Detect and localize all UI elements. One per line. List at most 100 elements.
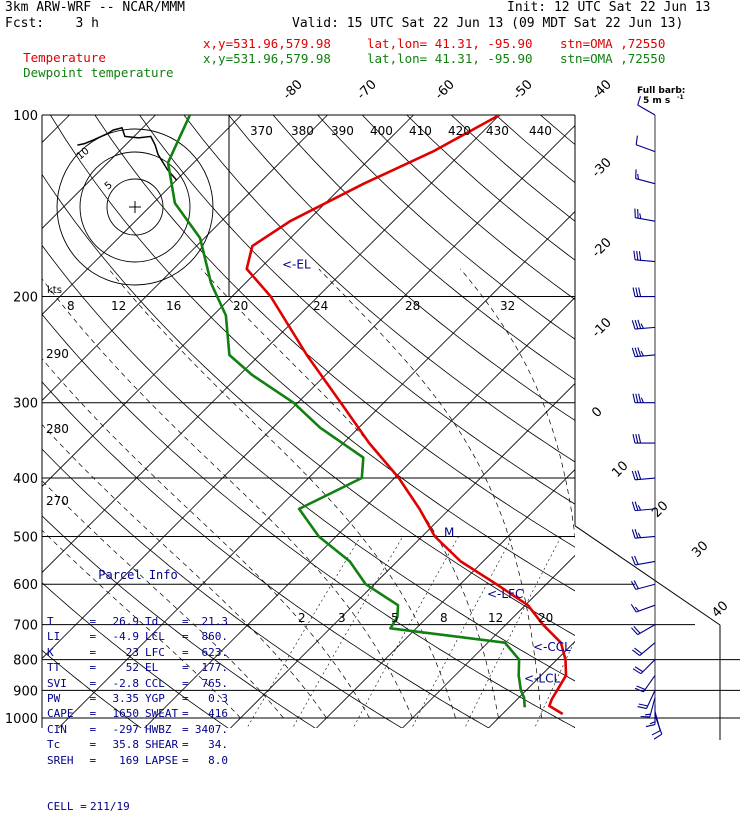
- wind-barb: [631, 625, 655, 635]
- theta-label: 290: [46, 347, 69, 361]
- dry-adiabat: [451, 115, 740, 731]
- wind-barb-flag: [636, 288, 638, 297]
- wind-barb: [632, 347, 655, 356]
- mixing-ratio-low-label: 12: [488, 611, 503, 625]
- mixing-ratio-low-label: 2: [298, 611, 306, 625]
- wind-barb-flag: [638, 320, 641, 329]
- parcel-param-value: 3407.: [188, 722, 228, 737]
- wind-barb-staff: [641, 660, 655, 674]
- parcel-param-label: LCL: [139, 629, 182, 644]
- wind-barb: [632, 502, 655, 511]
- parcel-param-label: CAPE: [47, 706, 90, 721]
- pressure-tick-label: 300: [13, 397, 38, 412]
- mixing-ratio-label: 20: [233, 299, 248, 313]
- parcel-param-value: 765.: [188, 676, 228, 691]
- parcel-param-label: LFC: [139, 645, 182, 660]
- wind-barb: [633, 288, 655, 297]
- theta-top-label: 420: [448, 124, 471, 138]
- dry-adiabat: [407, 115, 740, 731]
- hodograph-kts-label: kts: [47, 285, 62, 296]
- wind-barb: [634, 251, 655, 262]
- wind-barb-flag: [633, 394, 635, 403]
- parcel-param-label: K: [47, 645, 90, 660]
- dry-adiabat: [318, 115, 740, 731]
- theta-label: 270: [46, 494, 69, 508]
- el-marker: <-EL: [282, 258, 311, 272]
- wind-barb-staff: [636, 179, 655, 184]
- theta-top-label: 440: [529, 124, 552, 138]
- mixing-ratio-low-label: 5: [391, 611, 399, 625]
- ccl-marker: <-CCL: [533, 640, 571, 654]
- mixing-ratio-label: 24: [313, 299, 328, 313]
- mixing-ratio-low-label: 20: [538, 611, 553, 625]
- wind-barb: [633, 394, 655, 403]
- pressure-tick-label: 900: [13, 684, 38, 699]
- parcel-param-label: CIN: [47, 722, 90, 737]
- isotherm-label: 40: [709, 599, 731, 621]
- isotherm-label: 10: [609, 459, 631, 481]
- wind-barb-staff: [636, 605, 655, 612]
- isotherm-label: -10: [589, 315, 615, 341]
- isotherm-line: [228, 115, 740, 731]
- isotherm-label: 30: [689, 539, 711, 561]
- theta-top-label: 400: [370, 124, 393, 138]
- parcel-param-label: YGP: [139, 691, 182, 706]
- wind-barb: [652, 711, 660, 735]
- parcel-param-label: PW: [47, 691, 90, 706]
- pressure-tick-label: 1000: [5, 712, 38, 727]
- wind-barb-flag: [638, 505, 640, 510]
- parcel-param-value: 169: [96, 753, 140, 768]
- wind-barb: [632, 320, 655, 329]
- wind-barb-flag: [635, 348, 638, 357]
- wind-barb-flag: [650, 722, 655, 724]
- wind-barb: [632, 471, 655, 480]
- wind-barb-staff: [638, 105, 655, 115]
- parcel-param-value: -297: [96, 722, 140, 737]
- wind-barb-flag: [632, 320, 635, 329]
- pressure-tick-label: 700: [13, 619, 38, 634]
- isotherm-line: [572, 115, 740, 731]
- parcel-cell-row: CELL = 211/19: [47, 799, 229, 814]
- wind-barb-staff: [635, 218, 655, 221]
- wind-barb-flag: [638, 471, 641, 480]
- theta-top-label: 430: [486, 124, 509, 138]
- barb-legend-sup: -1: [677, 94, 684, 101]
- wind-barb-flag: [632, 471, 635, 480]
- lcl-marker: <-LCL: [524, 672, 560, 686]
- wind-barb-flag: [633, 434, 635, 443]
- isotherm-line: [400, 115, 740, 731]
- wind-barb-flag: [632, 348, 635, 357]
- moist-adiabat: [671, 269, 711, 718]
- isotherm-line: [658, 115, 740, 731]
- theta-label: 280: [46, 422, 69, 436]
- parcel-param-value: 23: [96, 645, 140, 660]
- lfc-marker: <-LFC: [487, 587, 523, 601]
- isotherm-label: -40: [589, 77, 615, 103]
- hodograph: 510: [42, 115, 229, 296]
- barb-legend-line2: 5 m s: [643, 96, 670, 106]
- theta-top-label: 390: [331, 124, 354, 138]
- wind-barb: [636, 169, 655, 183]
- wind-barb-staff: [655, 711, 660, 730]
- parcel-param-value: 21.3: [188, 614, 228, 629]
- wind-barb-flag: [640, 213, 641, 218]
- mixing-ratio-label: 8: [67, 299, 75, 313]
- wind-barb-flag: [646, 725, 655, 727]
- isotherm-label: -30: [589, 155, 615, 181]
- mixing-ratio-label: 32: [500, 299, 515, 313]
- wind-barbs: [631, 96, 662, 739]
- parcel-param-label: LAPSE: [139, 753, 182, 768]
- isotherm-line: [314, 115, 740, 731]
- parcel-param-label: SREH: [47, 753, 90, 768]
- moist-adiabat: [600, 269, 636, 718]
- wind-barb-flag: [638, 707, 647, 709]
- wind-barb-staff: [636, 584, 655, 589]
- parcel-param-value: 1650: [96, 706, 140, 721]
